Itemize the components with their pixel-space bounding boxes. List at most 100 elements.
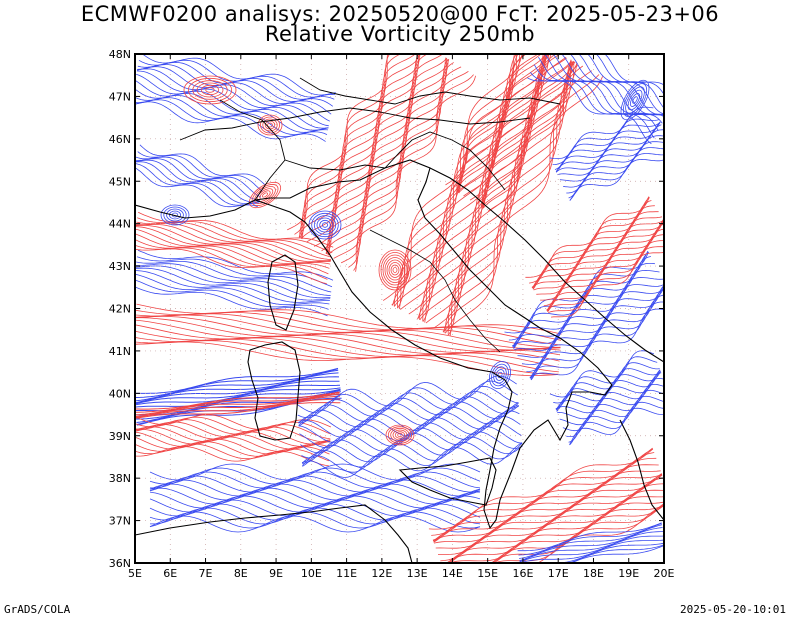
- negative-vorticity-contour: [135, 267, 331, 301]
- sardinia-coastline: [247, 341, 301, 441]
- negative-vorticity-contour: [135, 270, 330, 303]
- positive-vorticity-contour: [432, 464, 659, 542]
- negative-vorticity-contour: [149, 475, 481, 493]
- lon-tick-label: 12E: [371, 567, 392, 580]
- positive-vorticity-contour: [533, 219, 664, 291]
- negative-vorticity-contour: [135, 286, 328, 317]
- lat-tick-label: 36N: [109, 557, 131, 570]
- negative-vorticity-contour: [135, 156, 262, 198]
- positive-vorticity-contour: [380, 252, 410, 288]
- positive-vorticity-contour: [492, 501, 664, 563]
- negative-vorticity-contour: [163, 206, 187, 224]
- lon-tick-label: 14E: [442, 567, 463, 580]
- negative-vorticity-contour: [519, 527, 663, 561]
- negative-vorticity-contour: [135, 265, 331, 299]
- negative-vorticity-contour: [135, 372, 339, 404]
- negative-vorticity-contour: [296, 375, 517, 413]
- lon-tick-label: 6E: [163, 567, 177, 580]
- lat-tick-label: 47N: [109, 90, 131, 103]
- positive-vorticity-contour: [135, 233, 330, 269]
- negative-vorticity-contour: [553, 356, 658, 404]
- positive-vorticity-contour: [532, 211, 659, 289]
- longitude-labels: 5E 6E 7E 8E 9E 10E 11E 12E 13E 14E 15E 16E 17E 18E 19E…: [128, 567, 674, 580]
- negative-vorticity-contour: [497, 371, 503, 379]
- positive-vorticity-contour: [431, 447, 653, 536]
- negative-vorticity-contour: [529, 308, 664, 379]
- positive-vorticity-contour: [355, 75, 476, 272]
- negative-vorticity-contour: [302, 431, 523, 467]
- lat-tick-label: 38N: [109, 472, 131, 485]
- negative-vorticity-contour: [137, 151, 263, 192]
- negative-vorticity-contour: [569, 545, 664, 563]
- lon-tick-label: 11E: [336, 567, 357, 580]
- positive-vorticity-contour: [187, 77, 233, 103]
- positive-vorticity-contour: [394, 431, 406, 439]
- footer-credit: GrADS/COLA: [4, 603, 71, 616]
- positive-vorticity-contour: [458, 54, 546, 194]
- positive-vorticity-contour: [440, 473, 662, 562]
- positive-vorticity-contour: [393, 54, 527, 307]
- positive-vorticity-contour: [301, 54, 416, 240]
- negative-vorticity-contour: [301, 420, 522, 459]
- positive-vorticity-contour: [135, 398, 341, 419]
- negative-vorticity-contour: [160, 204, 190, 226]
- negative-vorticity-contour: [569, 54, 664, 116]
- positive-vorticity-contour: [546, 240, 664, 311]
- negative-vorticity-contour: [149, 495, 481, 513]
- negative-vorticity-contour: [321, 222, 329, 228]
- negative-vorticity-contour: [529, 71, 655, 139]
- lat-tick-label: 41N: [109, 345, 131, 358]
- positive-vorticity-contour: [536, 505, 664, 563]
- negative-vorticity-contour: [298, 402, 519, 438]
- positive-vorticity-contour: [259, 116, 280, 134]
- positive-vorticity-contour: [135, 225, 331, 262]
- lon-tick-label: 8E: [234, 567, 248, 580]
- positive-vorticity-contour: [385, 424, 415, 446]
- positive-vorticity-contour: [384, 257, 406, 283]
- lon-tick-label: 10E: [301, 567, 322, 580]
- alpine-border: [179, 107, 531, 141]
- negative-vorticity-contour: [298, 401, 519, 433]
- lon-tick-label: 18E: [583, 567, 604, 580]
- negative-vorticity-contour: [136, 73, 329, 127]
- negative-vorticity-contour: [150, 471, 481, 489]
- positive-vorticity-contour: [135, 223, 332, 260]
- negative-vorticity-contour: [620, 79, 650, 121]
- negative-vorticity-contour: [168, 210, 181, 220]
- negative-vorticity-contour: [298, 396, 519, 428]
- lat-tick-label: 42N: [109, 303, 131, 316]
- negative-vorticity-contour: [595, 54, 664, 96]
- negative-vorticity-contour: [135, 263, 331, 296]
- positive-vorticity-contour: [392, 429, 408, 441]
- negative-vorticity-contour: [137, 249, 334, 281]
- negative-vorticity-contour: [629, 93, 641, 107]
- negative-vorticity-contour: [529, 301, 664, 379]
- lon-tick-label: 9E: [269, 567, 283, 580]
- positive-vorticity-contour: [397, 432, 403, 438]
- positive-vorticity-contour: [251, 184, 279, 206]
- sicily-coastline: [398, 457, 497, 506]
- negative-vorticity-contour: [135, 367, 339, 394]
- negative-vorticity-contour: [139, 144, 266, 186]
- negative-vorticity-contour: [586, 54, 664, 109]
- negative-vorticity-contour: [518, 522, 662, 556]
- positive-vorticity-contour: [257, 114, 283, 136]
- france-coast: [135, 199, 256, 219]
- negative-vorticity-contour: [149, 487, 481, 505]
- positive-vorticity-contour: [299, 54, 421, 238]
- positive-vorticity-contour: [532, 216, 663, 289]
- positive-vorticity-contour: [135, 248, 327, 285]
- positive-vorticity-contour: [135, 239, 329, 275]
- negative-vorticity-contour: [135, 273, 330, 306]
- positive-vorticity-contour: [392, 54, 542, 306]
- negative-vorticity-contour: [517, 522, 662, 552]
- footer-timestamp: 2025-05-20-10:01: [680, 603, 786, 616]
- negative-vorticity-contour: [299, 410, 520, 449]
- positive-vorticity-contour: [422, 54, 556, 322]
- negative-vorticity-contour: [569, 158, 664, 201]
- positive-vorticity-contour: [135, 226, 331, 263]
- negative-vorticity-contour: [556, 542, 664, 563]
- negative-vorticity-contour: [566, 389, 664, 438]
- positive-vorticity-contour: [392, 267, 398, 273]
- lon-tick-label: 5E: [128, 567, 142, 580]
